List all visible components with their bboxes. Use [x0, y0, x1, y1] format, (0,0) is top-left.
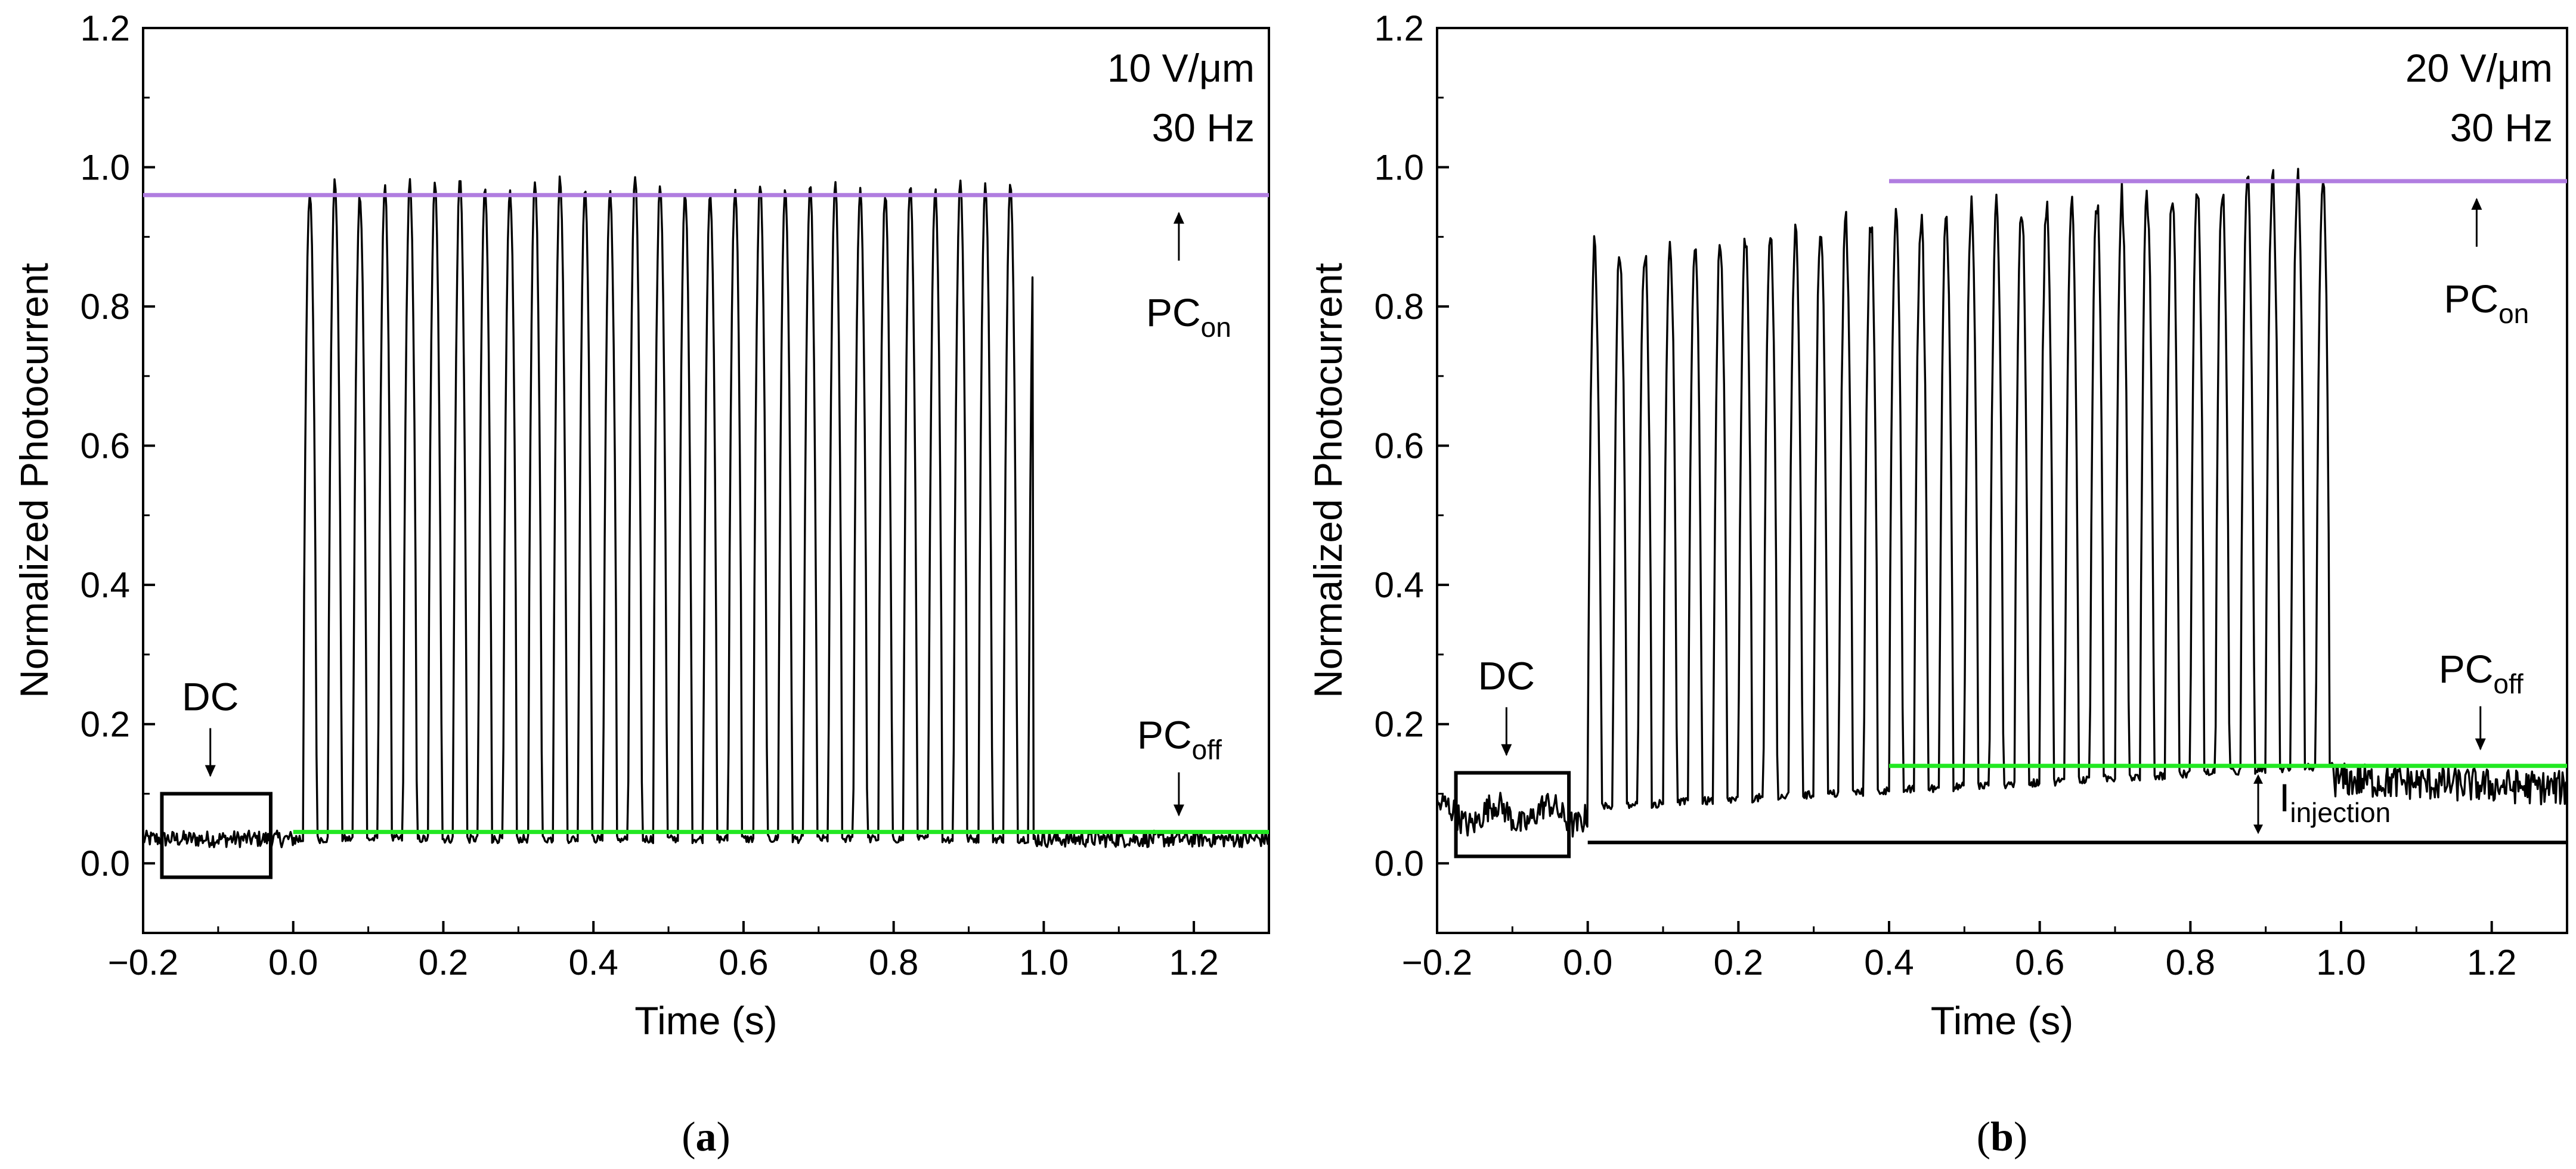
y-tick-label: 0.4 [80, 565, 130, 605]
x-tick-label: 0.6 [2015, 942, 2064, 982]
x-tick-label: −0.2 [1402, 942, 1472, 982]
x-tick-label: 1.2 [2467, 942, 2516, 982]
y-axis-title: Normalized Photocurrent [1306, 263, 1350, 698]
photocurrent-trace [142, 175, 1270, 848]
pc-off-arrowhead [1173, 804, 1184, 817]
x-tick-label: 0.0 [268, 942, 318, 982]
field-strength-label: 20 V/μm [2405, 46, 2553, 90]
y-tick-label: 1.2 [80, 8, 130, 48]
x-tick-label: 1.0 [1019, 942, 1069, 982]
y-tick-label: 0.8 [1374, 287, 1424, 327]
injection-label: Iinjection [2279, 776, 2391, 828]
pc-off-label: PCoff [1137, 713, 1222, 765]
y-tick-label: 0.6 [1374, 426, 1424, 466]
x-tick-label: 0.2 [419, 942, 468, 982]
x-tick-label: 1.2 [1169, 942, 1218, 982]
pc-off-arrowhead [2475, 738, 2486, 751]
y-tick-label: 1.0 [80, 148, 130, 188]
dc-box [1454, 771, 1571, 858]
y-tick-label: 0.6 [80, 426, 130, 466]
field-strength-label: 10 V/μm [1107, 46, 1255, 90]
pc-off-label: PCoff [2439, 647, 2524, 699]
y-tick-label: 0.2 [1374, 705, 1424, 745]
x-tick-label: 0.8 [869, 942, 918, 982]
dc-arrowhead [1501, 744, 1512, 756]
y-tick-label: 1.2 [1374, 8, 1424, 48]
panel-label: (a) [682, 1114, 730, 1160]
pc-on-label: PCon [2444, 277, 2529, 329]
plot-frame [142, 27, 1270, 934]
dc-label: DC [1478, 653, 1535, 697]
x-axis-title: Time (s) [634, 999, 778, 1043]
chart-panel-b: −0.2 0.0 0.2 0.4 0.6 0.8 1.0 1.2 0.0 0.2 0.4 0.6 0.8… [1306, 8, 2568, 1160]
photocurrent-trace [1436, 168, 2568, 838]
frequency-label: 30 Hz [2450, 106, 2553, 150]
y-tick-label: 0.0 [1374, 844, 1424, 883]
pc-on-arrowhead [1173, 212, 1184, 224]
x-tick-label: 0.0 [1563, 942, 1612, 982]
x-tick-label: 0.8 [2166, 942, 2215, 982]
x-tick-label: 1.0 [2316, 942, 2366, 982]
pc-on-label: PCon [1146, 290, 1231, 343]
y-tick-label: 0.4 [1374, 565, 1424, 605]
dc-arrowhead [205, 765, 216, 777]
injection-arrowhead-down [2253, 824, 2264, 835]
y-tick-label: 0.0 [80, 844, 130, 883]
y-axis-title: Normalized Photocurrent [12, 263, 56, 698]
dc-box [160, 792, 273, 879]
x-tick-label: 0.6 [719, 942, 768, 982]
frequency-label: 30 Hz [1152, 106, 1255, 150]
panel-label: (b) [1977, 1114, 2028, 1160]
dc-label: DC [182, 674, 239, 718]
x-tick-label: 0.2 [1714, 942, 1763, 982]
chart-panel-a: −0.2 0.0 0.2 0.4 0.6 0.8 1.0 1.2 0.0 0.2 0.4 0.6 0.8… [12, 8, 1270, 1160]
panel-letter: b [1990, 1114, 2014, 1160]
y-tick-label: 0.2 [80, 705, 130, 745]
x-tick-label: −0.2 [108, 942, 178, 982]
y-tick-label: 0.8 [80, 287, 130, 327]
injection-arrowhead-up [2253, 774, 2264, 784]
panel-letter: a [696, 1114, 717, 1160]
x-axis-title: Time (s) [1931, 999, 2074, 1043]
y-tick-label: 1.0 [1374, 148, 1424, 188]
x-tick-label: 0.4 [568, 942, 618, 982]
x-tick-label: 0.4 [1864, 942, 1914, 982]
pc-on-arrowhead [2471, 197, 2482, 210]
plot-frame [1436, 27, 2568, 934]
